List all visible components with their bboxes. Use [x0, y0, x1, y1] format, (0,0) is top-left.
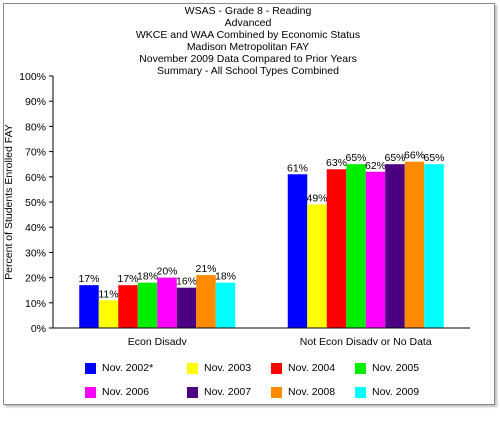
bar-value-label: 62% [365, 160, 386, 172]
bar [79, 285, 99, 328]
legend-swatch [355, 363, 366, 374]
chart-subtitle-summary: Summary - All School Types Combined [157, 65, 339, 77]
bar [118, 285, 138, 328]
bar-value-label: 21% [195, 263, 216, 275]
legend-label: Nov. 2008 [288, 386, 336, 398]
bar [215, 282, 236, 328]
bar-value-label: 63% [326, 157, 347, 169]
chart-subtitle-district: Madison Metropolitan FAY [186, 41, 310, 53]
bar [176, 287, 197, 328]
bar-value-label: 66% [404, 150, 425, 162]
bar [424, 164, 444, 328]
y-tick-label: 0% [31, 323, 46, 335]
y-axis-title: Percent of Students Enrolled FAY [3, 124, 15, 280]
bar-value-label: 16% [176, 276, 197, 288]
legend-label: Nov. 2004 [288, 362, 336, 374]
chart-subtitle-date: November 2009 Data Compared to Prior Yea… [139, 53, 357, 65]
bar-value-label: 18% [215, 271, 236, 283]
bar-value-label: 49% [306, 193, 327, 205]
legend-swatch [271, 387, 282, 398]
y-tick-label: 80% [25, 121, 46, 133]
bar [365, 171, 386, 328]
legend-label: Nov. 2006 [102, 386, 150, 398]
bar-value-label: 17% [78, 273, 99, 285]
bar [98, 300, 119, 328]
y-tick-label: 40% [25, 222, 46, 234]
bar [307, 204, 327, 328]
bar [404, 161, 425, 328]
bar-value-label: 11% [98, 288, 118, 300]
legend-swatch [355, 387, 366, 398]
bar [326, 169, 347, 328]
bar [385, 164, 405, 328]
legend-label: Nov. 2007 [204, 386, 252, 398]
bar [346, 164, 366, 328]
legend-label: Nov. 2003 [204, 362, 252, 374]
bar [137, 282, 158, 328]
legend-label: Nov. 2009 [372, 386, 420, 398]
y-tick-label: 10% [25, 298, 46, 310]
legend-swatch [187, 387, 198, 398]
chart-subtitle-test: WKCE and WAA Combined by Economic Status [135, 29, 361, 41]
y-tick-label: 50% [25, 197, 46, 209]
chart-subtitle-level: Advanced [224, 17, 272, 29]
bar-value-label: 65% [384, 152, 405, 164]
y-tick-label: 100% [19, 71, 46, 83]
bar-value-label: 20% [156, 266, 177, 278]
y-tick-label: 30% [25, 247, 46, 259]
bar [196, 275, 216, 328]
bar-value-label: 61% [287, 162, 308, 174]
chart-title-block: WSAS - Grade 8 - Reading Advanced WKCE a… [3, 5, 493, 77]
legend-swatch [85, 387, 96, 398]
bar-value-label: 65% [423, 152, 444, 164]
x-category-label: Econ Disadv [128, 336, 188, 348]
bar [157, 277, 177, 328]
bar-value-label: 17% [117, 273, 138, 285]
legend-label: Nov. 2005 [372, 362, 420, 374]
chart-title: WSAS - Grade 8 - Reading [184, 5, 312, 17]
y-tick-label: 90% [25, 96, 46, 108]
x-category-label: Not Econ Disadv or No Data [300, 336, 432, 348]
y-tick-label: 20% [25, 273, 46, 285]
y-tick-label: 70% [25, 147, 46, 159]
legend-label: Nov. 2002* [102, 362, 154, 374]
y-tick-label: 60% [25, 172, 46, 184]
bar-value-label: 65% [345, 152, 366, 164]
legend-swatch [85, 363, 96, 374]
bar [287, 174, 308, 328]
bar-value-label: 18% [137, 271, 158, 283]
legend-swatch [187, 363, 198, 374]
legend-swatch [271, 363, 282, 374]
